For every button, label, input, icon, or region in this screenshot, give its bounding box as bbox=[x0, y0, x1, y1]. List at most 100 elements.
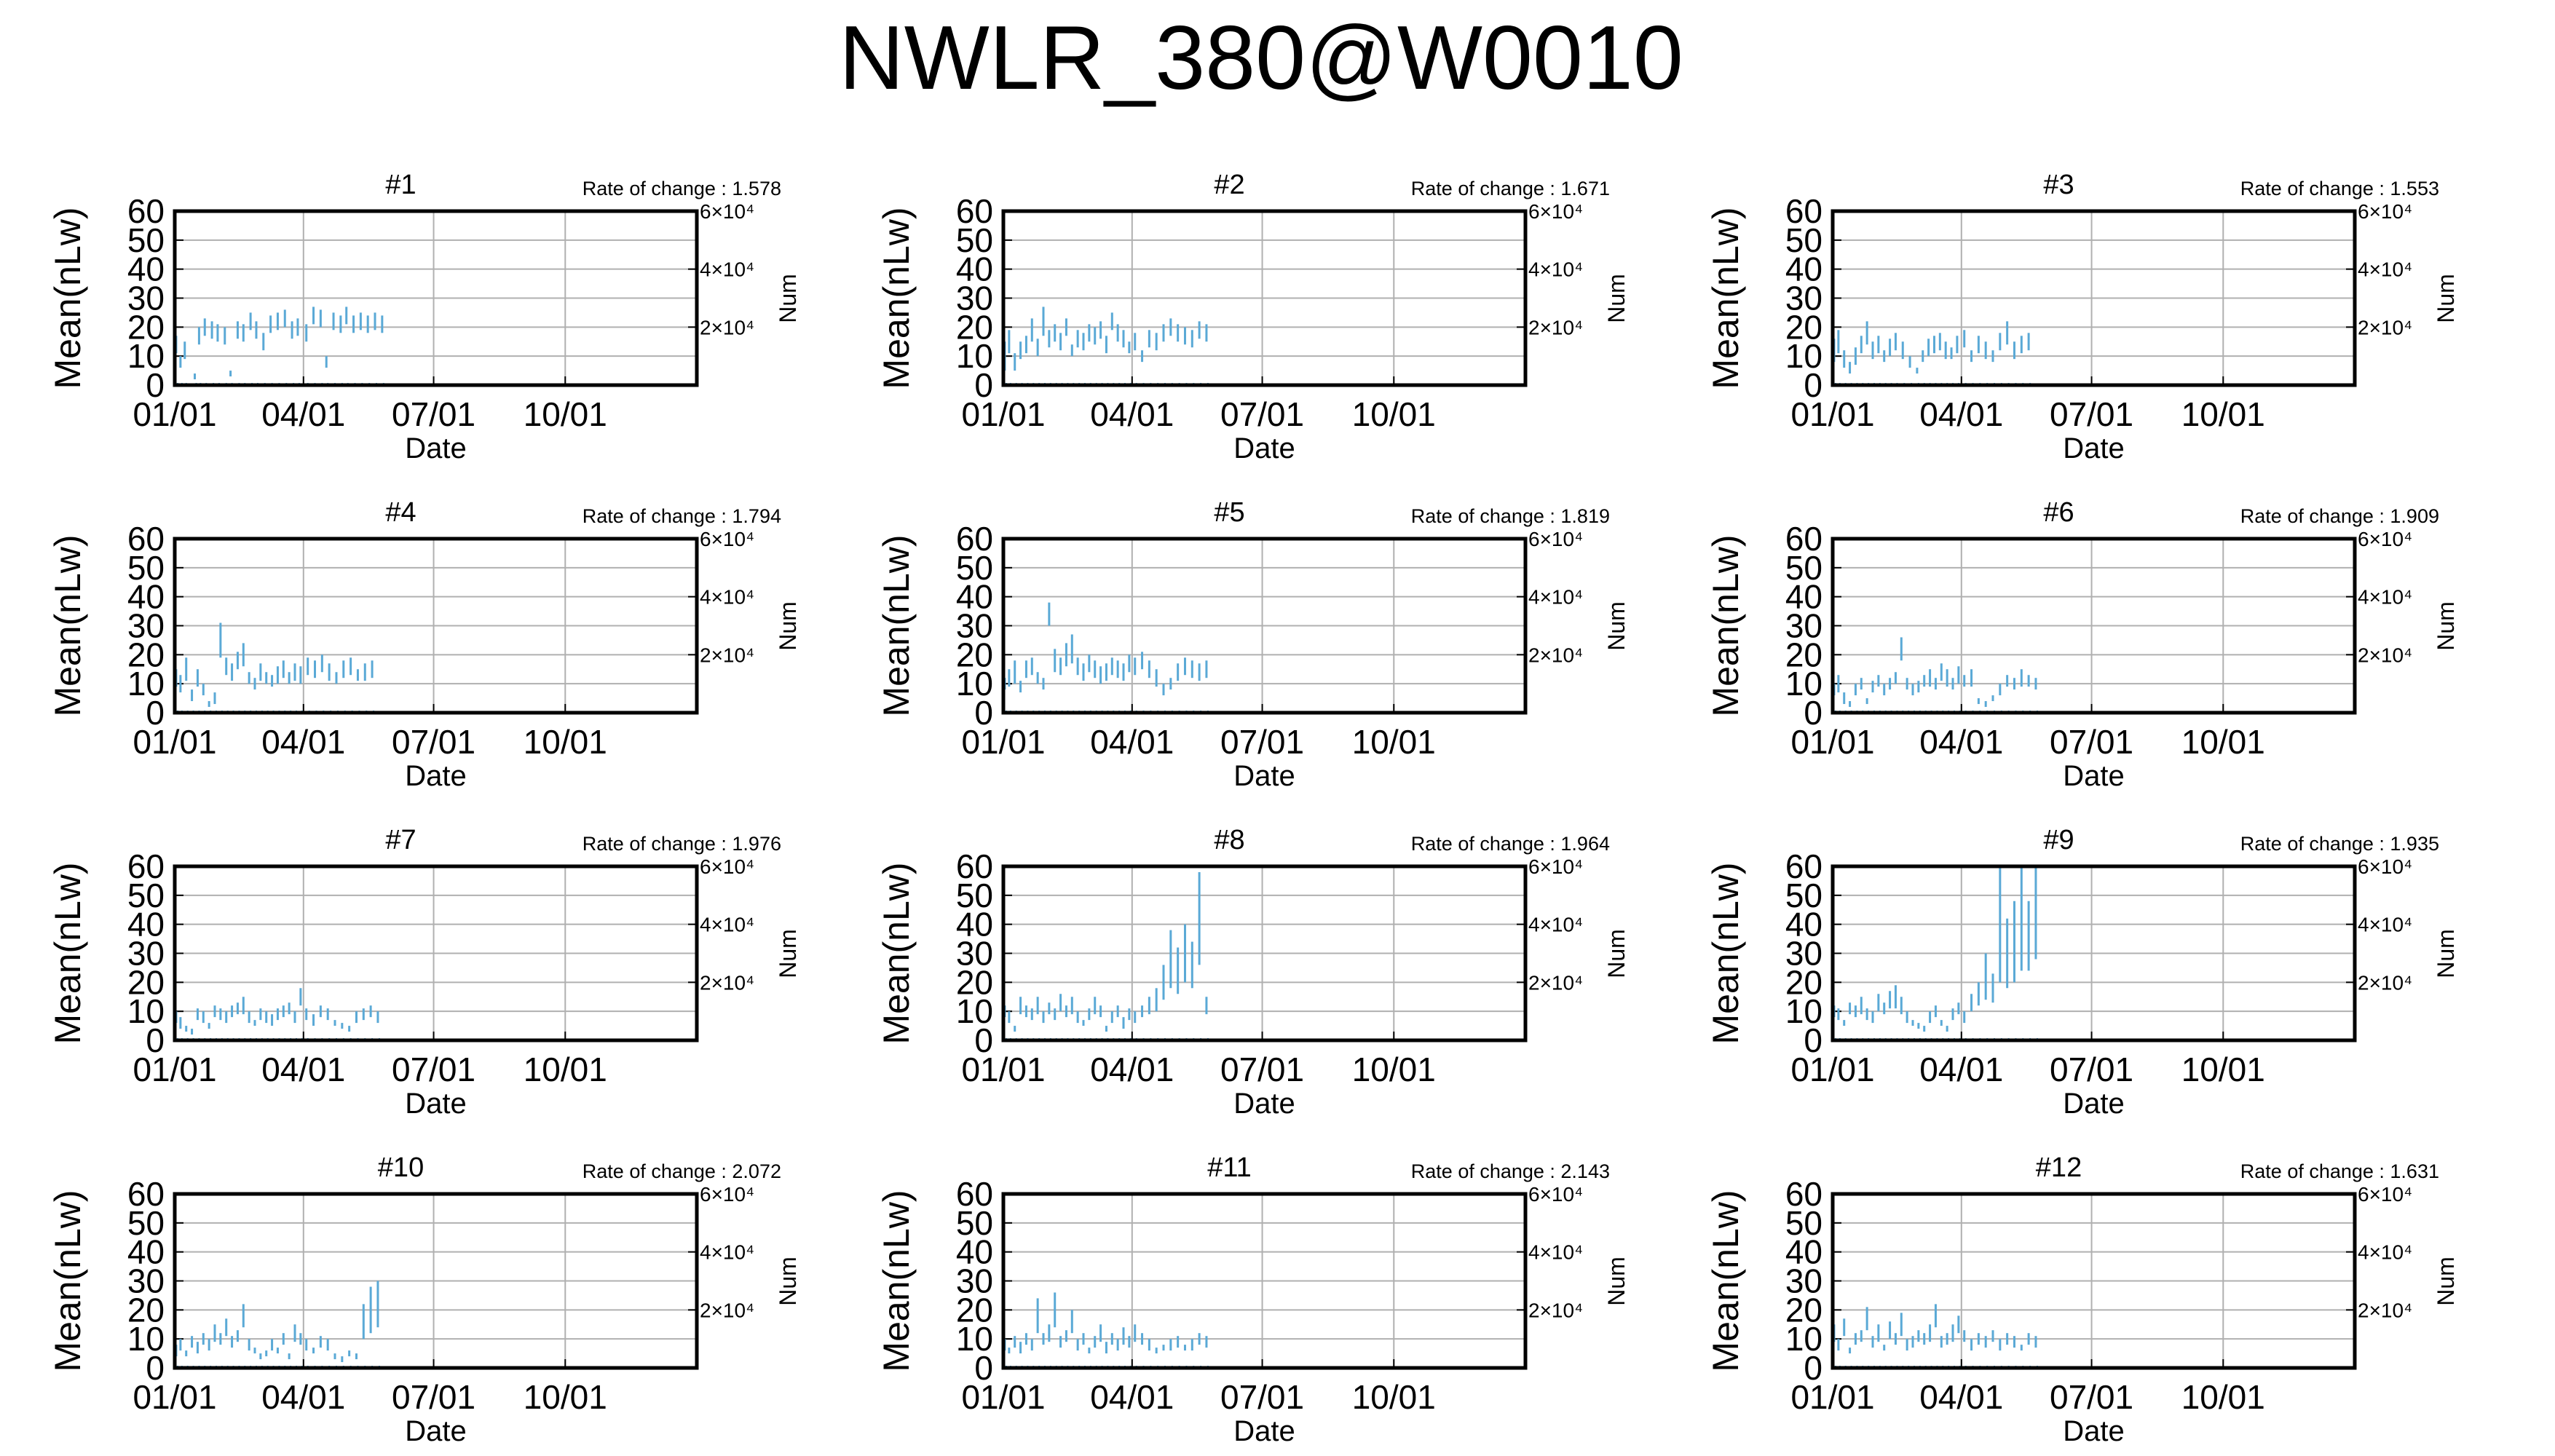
y2-axis-label: Num bbox=[1603, 929, 1630, 978]
y2-axis-label: Num bbox=[775, 601, 801, 651]
panel-title: #5 bbox=[1214, 497, 1244, 528]
rate-of-change: Rate of change : 1.578 bbox=[583, 178, 781, 199]
rate-of-change: Rate of change : 1.935 bbox=[2240, 833, 2439, 855]
y-tick-label: 20 bbox=[127, 308, 165, 346]
y-axis-label: Mean(nLw) bbox=[876, 1190, 917, 1372]
y2-tick-label: 4×10⁴ bbox=[1528, 258, 1583, 281]
y-tick-label: 0 bbox=[974, 1021, 993, 1059]
x-tick-label: 10/01 bbox=[524, 1378, 607, 1416]
y-tick-label: 50 bbox=[956, 877, 993, 914]
plot-frame bbox=[1831, 1192, 2357, 1370]
x-tick-label: 04/01 bbox=[1090, 723, 1174, 761]
y2-tick-label: 6×10⁴ bbox=[2358, 855, 2412, 878]
panel-title: #1 bbox=[385, 170, 416, 200]
x-tick-label: 10/01 bbox=[524, 1051, 607, 1088]
x-tick-label: 07/01 bbox=[2050, 723, 2133, 761]
y2-axis-label: Num bbox=[2433, 274, 2459, 323]
x-tick-label: 10/01 bbox=[2181, 1051, 2265, 1088]
y2-tick-label: 2×10⁴ bbox=[700, 971, 754, 994]
y-tick-label: 40 bbox=[956, 578, 993, 616]
y-axis-label: Mean(nLw) bbox=[876, 207, 917, 389]
y2-tick-label: 4×10⁴ bbox=[1528, 586, 1583, 609]
y-tick-label: 20 bbox=[956, 963, 993, 1001]
y-tick-label: 10 bbox=[956, 665, 993, 703]
y-tick-label: 0 bbox=[1804, 1021, 1823, 1059]
x-tick-label: 04/01 bbox=[261, 1051, 345, 1088]
y-tick-label: 60 bbox=[1785, 520, 1823, 558]
x-axis-label: Date bbox=[1233, 1088, 1295, 1120]
y2-tick-label: 2×10⁴ bbox=[1528, 971, 1583, 994]
y-tick-label: 30 bbox=[956, 935, 993, 973]
y2-axis-label: Num bbox=[1603, 274, 1630, 323]
x-tick-label: 10/01 bbox=[524, 723, 607, 761]
y-tick-label: 40 bbox=[1785, 578, 1823, 616]
y-tick-label: 30 bbox=[956, 607, 993, 645]
y2-tick-label: 2×10⁴ bbox=[2358, 1299, 2412, 1321]
page-title: NWLR_380@W0010 bbox=[839, 8, 1683, 108]
y-tick-label: 40 bbox=[956, 1233, 993, 1271]
y-tick-label: 0 bbox=[974, 1349, 993, 1387]
x-tick-label: 01/01 bbox=[133, 1378, 216, 1416]
rate-of-change: Rate of change : 1.553 bbox=[2240, 178, 2439, 199]
y2-axis-label: Num bbox=[775, 274, 801, 323]
y2-axis-label: Num bbox=[775, 1257, 801, 1306]
x-axis-label: Date bbox=[2063, 432, 2125, 464]
x-tick-label: 07/01 bbox=[392, 1051, 475, 1088]
y2-tick-label: 2×10⁴ bbox=[700, 644, 754, 666]
y-tick-label: 50 bbox=[956, 549, 993, 587]
y2-tick-label: 6×10⁴ bbox=[2358, 200, 2412, 223]
y-axis-label: Mean(nLw) bbox=[876, 862, 917, 1044]
y2-tick-label: 4×10⁴ bbox=[700, 586, 754, 609]
x-tick-label: 04/01 bbox=[1090, 395, 1174, 433]
x-tick-label: 07/01 bbox=[1220, 723, 1304, 761]
y-tick-label: 40 bbox=[956, 906, 993, 943]
x-axis-label: Date bbox=[405, 1415, 467, 1447]
y-tick-label: 40 bbox=[1785, 1233, 1823, 1271]
y2-tick-label: 4×10⁴ bbox=[1528, 1241, 1583, 1264]
y-tick-label: 60 bbox=[127, 847, 165, 885]
y2-tick-label: 4×10⁴ bbox=[2358, 586, 2412, 609]
y2-tick-label: 6×10⁴ bbox=[1528, 1183, 1583, 1206]
y2-tick-label: 6×10⁴ bbox=[1528, 200, 1583, 223]
rate-of-change: Rate of change : 1.976 bbox=[583, 833, 781, 855]
y-tick-label: 50 bbox=[1785, 877, 1823, 914]
y-tick-label: 60 bbox=[956, 847, 993, 885]
y-tick-label: 10 bbox=[127, 992, 165, 1030]
y2-tick-label: 2×10⁴ bbox=[1528, 1299, 1583, 1321]
y-tick-label: 30 bbox=[1785, 935, 1823, 973]
y-axis-label: Mean(nLw) bbox=[1705, 862, 1746, 1044]
y-tick-label: 20 bbox=[956, 636, 993, 673]
y-tick-label: 30 bbox=[956, 280, 993, 317]
x-tick-label: 04/01 bbox=[1919, 395, 2003, 433]
y-tick-label: 10 bbox=[956, 992, 993, 1030]
y2-axis-label: Num bbox=[775, 929, 801, 978]
y-tick-label: 0 bbox=[1804, 1349, 1823, 1387]
y-axis-label: Mean(nLw) bbox=[1705, 1190, 1746, 1372]
y2-tick-label: 6×10⁴ bbox=[700, 855, 754, 878]
y2-tick-label: 2×10⁴ bbox=[1528, 316, 1583, 339]
y-tick-label: 30 bbox=[1785, 1262, 1823, 1300]
y2-tick-label: 4×10⁴ bbox=[2358, 1241, 2412, 1264]
y-tick-label: 10 bbox=[127, 337, 165, 375]
rate-of-change: Rate of change : 1.794 bbox=[583, 505, 781, 527]
y-axis-label: Mean(nLw) bbox=[47, 862, 88, 1044]
y2-tick-label: 4×10⁴ bbox=[1528, 914, 1583, 936]
y-tick-label: 30 bbox=[1785, 280, 1823, 317]
plot-frame bbox=[1001, 864, 1528, 1042]
rate-of-change: Rate of change : 1.819 bbox=[1411, 505, 1610, 527]
panel-title: #11 bbox=[1207, 1152, 1252, 1183]
y2-tick-label: 2×10⁴ bbox=[700, 316, 754, 339]
plot-frame bbox=[1001, 209, 1528, 387]
panel-title: #7 bbox=[385, 825, 416, 855]
y-axis-label: Mean(nLw) bbox=[47, 534, 88, 716]
y2-tick-label: 6×10⁴ bbox=[2358, 528, 2412, 550]
y-tick-label: 0 bbox=[974, 366, 993, 404]
y2-axis-label: Num bbox=[1603, 601, 1630, 651]
